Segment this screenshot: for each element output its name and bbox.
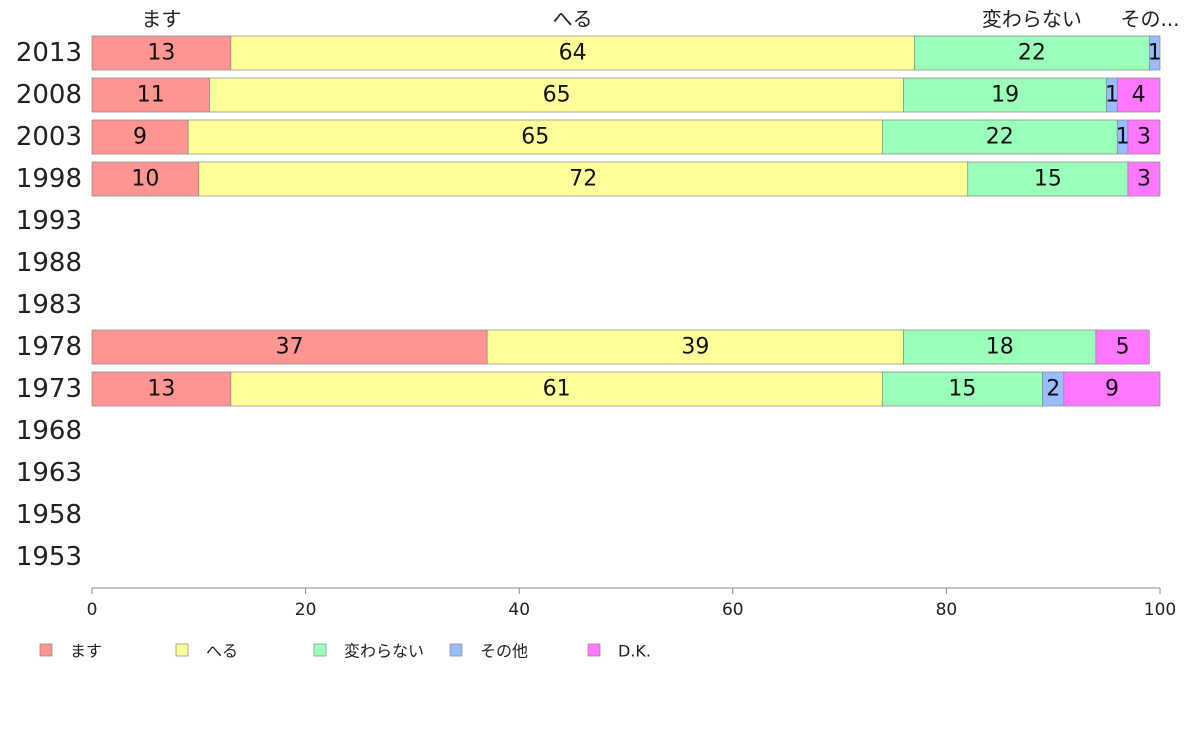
legend-swatch-0	[39, 643, 53, 657]
y-tick-2013: 2013	[16, 38, 82, 68]
legend: ます へる 変わらない その他 D.K.	[39, 642, 651, 661]
bar-2003-4	[1127, 119, 1161, 155]
bar-1973-4	[1063, 371, 1161, 407]
y-tick-2003: 2003	[16, 122, 82, 152]
top-label-1: へる	[553, 7, 593, 31]
bar-label-1998-2: 15	[1034, 167, 1062, 192]
x-axis: 0 20 40 60 80 100	[87, 587, 1176, 620]
top-series-labels: ます へる 変わらない その...	[141, 7, 1179, 31]
y-tick-1993: 1993	[16, 206, 82, 236]
top-label-3: その...	[1120, 7, 1179, 31]
bar-2003-1	[187, 119, 883, 155]
bar-label-2008-3: 1	[1105, 83, 1119, 108]
legend-label-0: ます	[70, 642, 102, 661]
bar-1998-2	[967, 161, 1129, 197]
legend-swatch-3	[449, 643, 463, 657]
legend-swatch-2	[313, 643, 327, 657]
y-tick-1973: 1973	[16, 374, 82, 404]
legend-swatch-4	[587, 643, 601, 657]
legend-label-4: D.K.	[618, 642, 651, 661]
bar-label-1998-1: 72	[569, 167, 597, 192]
bar-2013-0	[91, 35, 232, 71]
bar-label-2008-0: 11	[137, 83, 165, 108]
bar-1978-4	[1095, 329, 1150, 365]
bar-label-2008-4: 4	[1132, 83, 1146, 108]
bar-label-1978-2: 18	[986, 335, 1014, 360]
x-tick-0: 0	[87, 600, 98, 620]
bar-label-1998-0: 10	[131, 167, 159, 192]
y-tick-1988: 1988	[16, 248, 82, 278]
x-tick-80: 80	[936, 600, 958, 620]
bar-2008-1	[209, 77, 905, 113]
bar-label-2008-2: 19	[991, 83, 1019, 108]
y-tick-1953: 1953	[16, 542, 82, 572]
bar-2013-3	[1148, 35, 1161, 71]
bar-label-2013-3: 1	[1148, 41, 1162, 66]
bar-1998-1	[198, 161, 969, 197]
y-tick-1983: 1983	[16, 290, 82, 320]
bar-label-2003-3: 1	[1116, 125, 1130, 150]
x-tick-20: 20	[295, 600, 317, 620]
top-label-0: ます	[141, 7, 181, 31]
bar-2008-2	[903, 77, 1107, 113]
bar-1973-2	[881, 371, 1043, 407]
bar-label-2003-1: 65	[521, 125, 549, 150]
bar-label-1998-4: 3	[1137, 167, 1151, 192]
bar-label-2003-0: 9	[133, 125, 147, 150]
legend-label-2: 変わらない	[344, 642, 424, 661]
y-tick-1998: 1998	[16, 164, 82, 194]
bar-label-1973-0: 13	[147, 377, 175, 402]
y-tick-1978: 1978	[16, 332, 82, 362]
top-label-2: 変わらない	[982, 7, 1082, 31]
bar-label-1978-0: 37	[276, 335, 304, 360]
y-tick-1968: 1968	[16, 416, 82, 446]
bar-label-1973-3: 2	[1046, 377, 1060, 402]
y-axis: 2013 2008 2003 1998 1993 1988 1983 1978 1973 1968…	[16, 38, 82, 572]
bar-1973-1	[230, 371, 883, 407]
bar-2013-2	[914, 35, 1150, 71]
bar-1978-2	[903, 329, 1097, 365]
x-tick-60: 60	[722, 600, 744, 620]
bar-1978-0	[91, 329, 488, 365]
bar-label-2003-4: 3	[1137, 125, 1151, 150]
bar-label-2013-2: 22	[1018, 41, 1046, 66]
bar-2013-1	[230, 35, 915, 71]
bar-label-2013-1: 64	[559, 41, 587, 66]
bar-2008-4	[1116, 77, 1161, 113]
x-tick-40: 40	[508, 600, 530, 620]
y-tick-1958: 1958	[16, 500, 82, 530]
legend-swatch-1	[175, 643, 189, 657]
bar-1978-1	[486, 329, 905, 365]
legend-label-1: へる	[206, 642, 238, 661]
bar-label-2008-1: 65	[543, 83, 571, 108]
bar-2003-0	[91, 119, 189, 155]
bar-label-1973-1: 61	[543, 377, 571, 402]
bar-label-1978-1: 39	[681, 335, 709, 360]
bar-label-1978-4: 5	[1116, 335, 1130, 360]
y-tick-2008: 2008	[16, 80, 82, 110]
bar-1973-0	[91, 371, 232, 407]
y-tick-1963: 1963	[16, 458, 82, 488]
legend-label-3: その他	[480, 642, 528, 661]
bar-1998-4	[1127, 161, 1161, 197]
bar-label-2003-2: 22	[986, 125, 1014, 150]
bar-label-1973-2: 15	[948, 377, 976, 402]
x-tick-100: 100	[1144, 600, 1176, 620]
bar-label-1973-4: 9	[1105, 377, 1119, 402]
bar-label-2013-0: 13	[147, 41, 175, 66]
bars-group: 13 64 22 111 65 19 1 49 65 22 1 310 72 15 337 39 18 513 61…	[91, 35, 1162, 407]
